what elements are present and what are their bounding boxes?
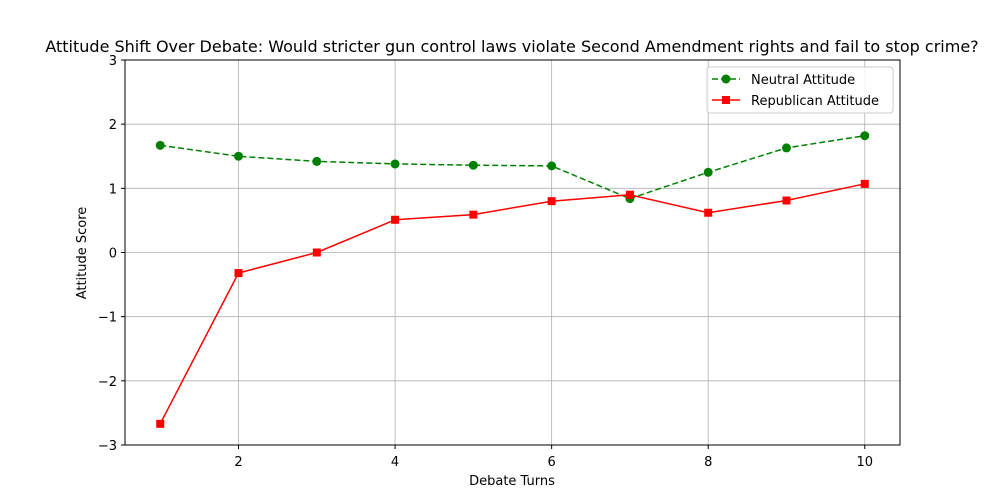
grid [125, 59, 900, 446]
y-tick-label: −2 [98, 375, 117, 390]
y-tick-label: 3 [109, 54, 117, 69]
neutral-attitude-point [390, 159, 400, 169]
y-tick-label: 0 [109, 247, 117, 262]
republican-attitude-point [156, 419, 165, 428]
legend-republican-attitude-label: Republican Attitude [751, 94, 879, 109]
y-tick-label: 1 [109, 182, 117, 197]
neutral-attitude-point [860, 131, 870, 141]
republican-attitude-line [159, 183, 865, 425]
neutral-attitude-line [160, 134, 865, 200]
x-axis-label: Debate Turns [469, 474, 555, 489]
legend-neutral-attitude-label: Neutral Attitude [751, 73, 855, 88]
y-tick-label: −1 [98, 311, 117, 326]
chart-title: Attitude Shift Over Debate: Would strict… [45, 37, 978, 56]
republican-attitude-point [234, 269, 243, 278]
neutral-attitude-point [312, 156, 322, 166]
legend-republican-attitude-marker [722, 96, 730, 104]
neutral-attitude-point [703, 167, 713, 177]
neutral-attitude-point [468, 160, 478, 170]
x-tick-label: 6 [548, 455, 556, 470]
legend: Neutral Attitude Republican Attitude [706, 66, 894, 114]
y-tick-label: −3 [98, 439, 117, 454]
legend-box [706, 66, 894, 114]
x-tick-label: 10 [856, 455, 873, 470]
x-tick-label: 8 [704, 455, 712, 470]
republican-attitude-point [625, 190, 634, 199]
republican-attitude-point [782, 196, 791, 205]
legend-neutral-attitude-marker [721, 74, 731, 84]
neutral-attitude-point [234, 151, 244, 161]
neutral-attitude-point [155, 140, 165, 150]
y-tick-label: 2 [109, 118, 117, 133]
republican-attitude-point [704, 208, 713, 217]
y-axis-label: Attitude Score [75, 207, 90, 300]
x-tick-label: 4 [391, 455, 399, 470]
neutral-attitude-point [547, 161, 557, 171]
series-layer [155, 131, 870, 428]
republican-attitude-point [469, 210, 478, 219]
republican-attitude-point [312, 248, 321, 257]
republican-attitude-point [547, 197, 556, 206]
republican-attitude-point [391, 215, 400, 224]
ticks: 2 4 6 8 10 −3 −2 −1 0 1 2 3 [98, 54, 873, 470]
republican-attitude-point [860, 179, 869, 188]
x-tick-label: 2 [234, 455, 242, 470]
neutral-attitude-point [781, 143, 791, 153]
